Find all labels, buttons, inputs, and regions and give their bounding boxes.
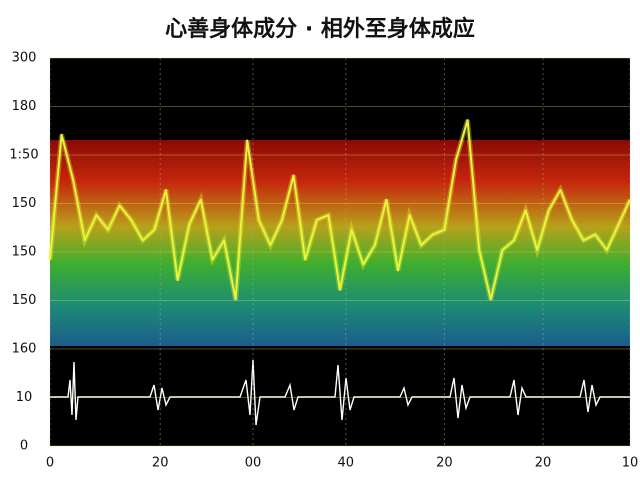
y-tick-label: 150 xyxy=(12,245,37,260)
x-tick-label: 40 xyxy=(338,456,355,471)
waveform xyxy=(50,359,630,426)
y-tick-label: 150 xyxy=(12,293,37,308)
x-tick-label: 00 xyxy=(245,456,262,471)
x-tick-label: 20 xyxy=(436,456,453,471)
y-tick-label: 300 xyxy=(12,51,37,66)
x-tick-label: 20 xyxy=(535,456,552,471)
y-tick-label: 160 xyxy=(12,342,37,357)
y-tick-label: 0 xyxy=(20,439,28,454)
chart-title: 心善身体成分 · 相外至身体成应 xyxy=(165,16,475,42)
y-tick-label: 1:50 xyxy=(9,148,38,163)
y-tick-label: 180 xyxy=(12,99,37,114)
y-tick-label: 150 xyxy=(12,196,37,211)
x-tick-label: 0 xyxy=(46,456,54,471)
heat-band xyxy=(50,140,630,346)
x-tick-label: 20 xyxy=(152,456,169,471)
data-line xyxy=(49,119,631,301)
x-tick-label: 10 xyxy=(622,456,639,471)
y-tick-label: 10 xyxy=(16,390,33,405)
